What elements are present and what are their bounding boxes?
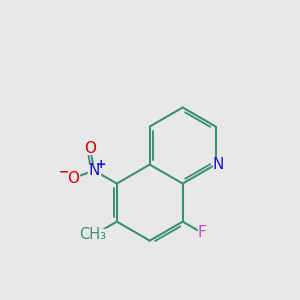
Text: O: O [67,171,79,186]
Bar [82,229,107,241]
Bar [197,228,206,238]
Bar [85,143,96,154]
Text: −: − [59,165,70,178]
Text: N: N [212,157,224,172]
Bar [213,159,223,170]
Text: F: F [198,225,206,240]
Text: O: O [84,141,96,156]
Text: +: + [95,158,106,171]
Bar [88,165,100,176]
Text: CH₃: CH₃ [79,227,106,242]
Bar [68,172,79,184]
Text: N: N [88,163,100,178]
